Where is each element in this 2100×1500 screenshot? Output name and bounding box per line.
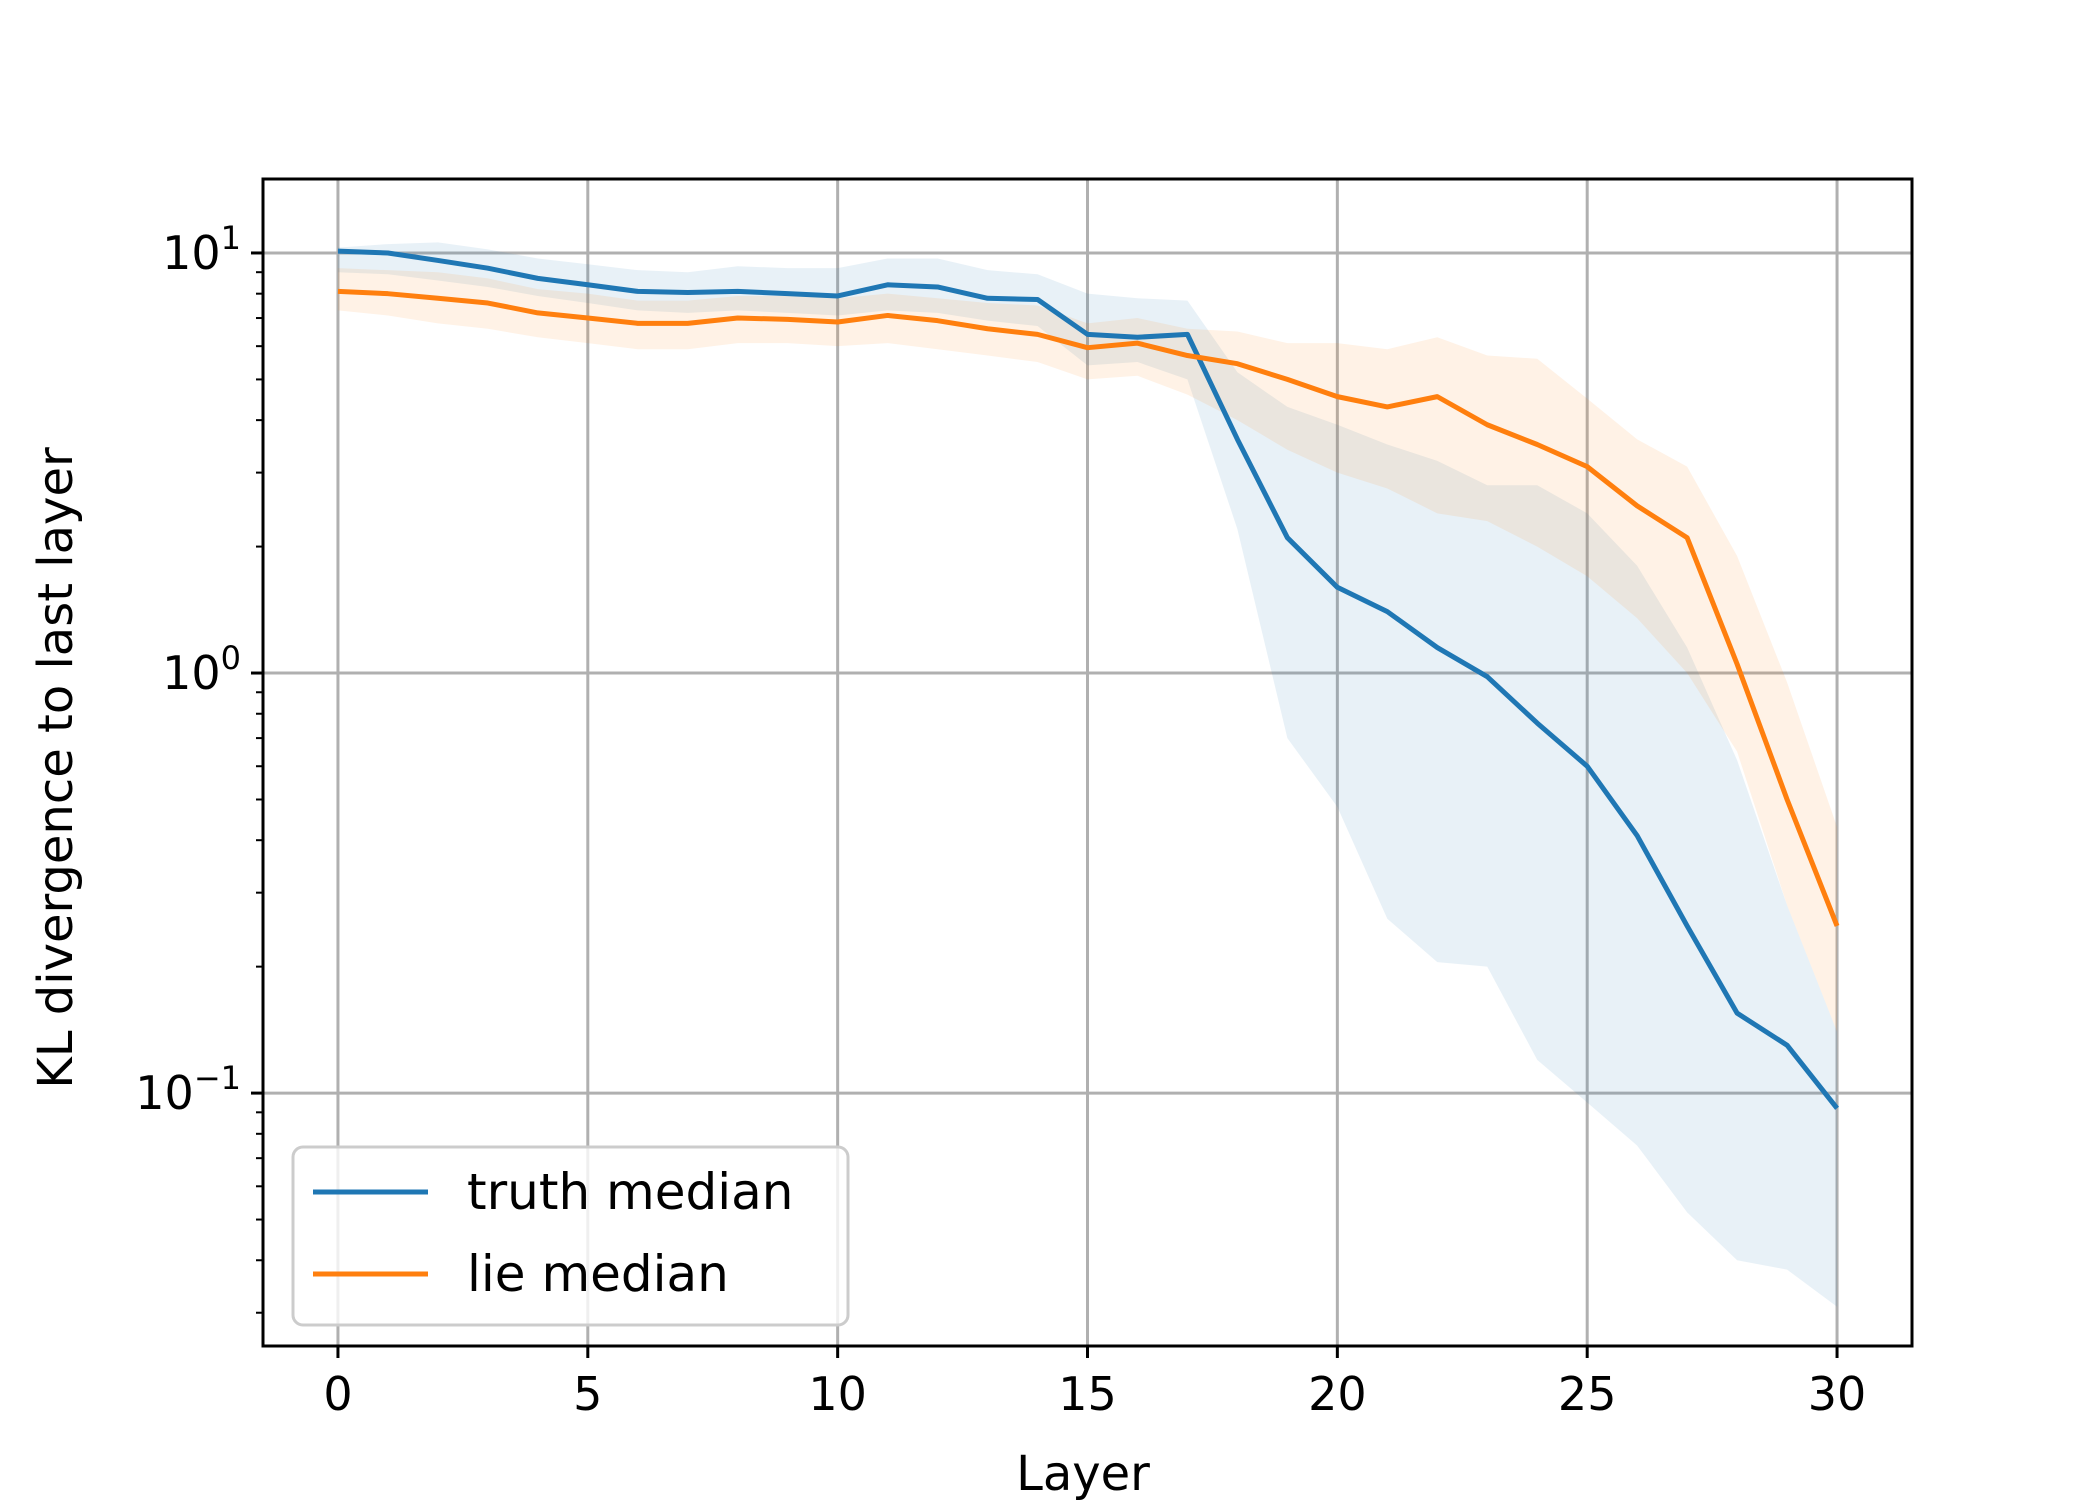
series-line xyxy=(337,248,1840,1110)
y-tick-label: 101 xyxy=(162,219,241,280)
x-tick-label: 10 xyxy=(808,1367,867,1421)
legend-label: truth median xyxy=(467,1163,793,1221)
x-axis-label: Layer xyxy=(1016,1446,1150,1500)
x-tick-label: 20 xyxy=(1308,1367,1367,1421)
series-band xyxy=(337,242,1838,1307)
legend-label: lie median xyxy=(467,1245,729,1303)
grid-lines xyxy=(263,179,1912,1346)
x-tick-label: 25 xyxy=(1558,1367,1617,1421)
y-tick-label: 100 xyxy=(162,639,241,700)
x-tick-label: 30 xyxy=(1808,1367,1867,1421)
y-axis-label: KL divergence to last layer xyxy=(28,447,84,1089)
legend-box xyxy=(291,1145,850,1327)
series-band xyxy=(337,268,1838,1032)
y-tick-label: 10−1 xyxy=(135,1059,241,1120)
x-tick-label: 15 xyxy=(1058,1367,1117,1421)
x-tick-label: 0 xyxy=(323,1367,352,1421)
series-line xyxy=(337,288,1840,927)
legend: truth median lie median xyxy=(291,1145,850,1327)
x-axis-ticks: 0 5 10 15 20 25 30 xyxy=(323,1346,1866,1421)
uncertainty-bands xyxy=(337,242,1838,1307)
series-lines xyxy=(337,248,1840,1110)
y-axis-ticks: 101 100 10−1 xyxy=(135,219,263,1314)
x-tick-label: 5 xyxy=(573,1367,602,1421)
